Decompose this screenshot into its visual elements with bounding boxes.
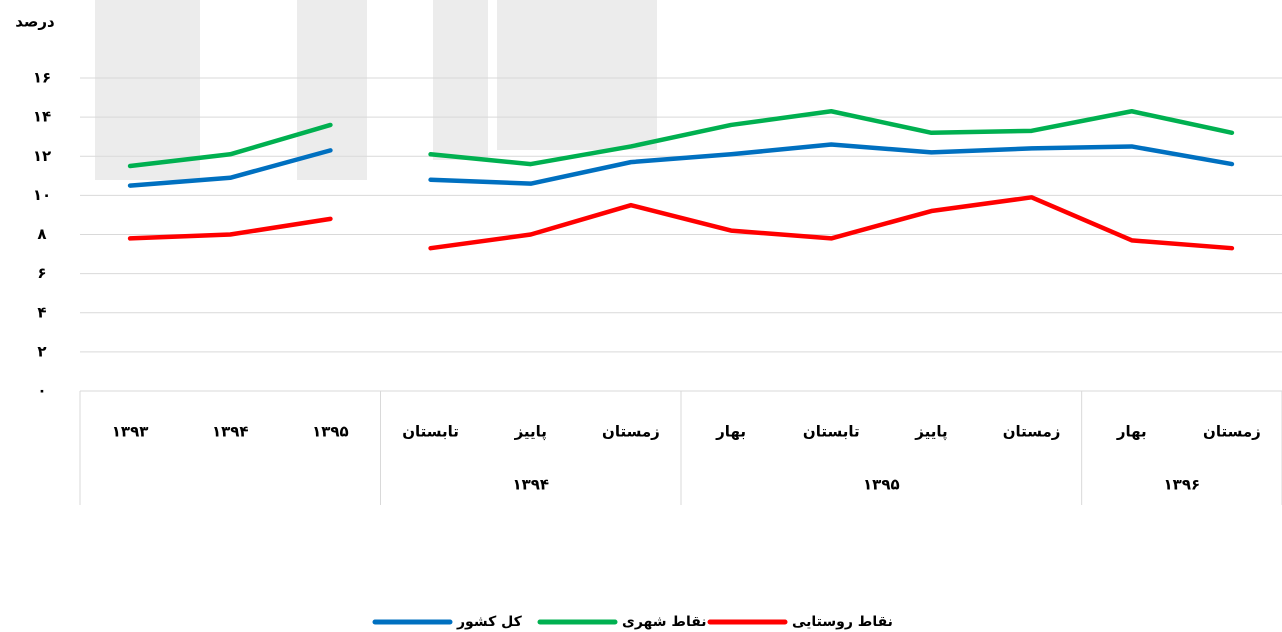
x-tick-label: زمستان bbox=[1003, 423, 1061, 441]
group-label: ۱۳۹۵ bbox=[863, 476, 900, 494]
series-line bbox=[127, 122, 333, 169]
series-line bbox=[127, 148, 333, 188]
x-tick-label: ۱۳۹۵ bbox=[312, 423, 349, 441]
y-tick-label: ۴ bbox=[37, 303, 46, 321]
legend-label: نقاط روستایی bbox=[792, 614, 893, 630]
y-tick-label: ۰ bbox=[37, 382, 46, 400]
y-tick-label: ۱۰ bbox=[33, 186, 51, 204]
y-tick-label: ۱۴ bbox=[33, 108, 51, 126]
y-tick-label: ۱۲ bbox=[33, 147, 51, 165]
x-tick-label: ۱۳۹۴ bbox=[212, 423, 249, 441]
y-tick-label: ۲ bbox=[37, 342, 46, 360]
x-tick-label: پاییز bbox=[514, 423, 547, 442]
x-tick-label: بهار bbox=[1116, 423, 1147, 441]
legend-label: کل کشور bbox=[456, 614, 523, 630]
x-tick-label: ۱۳۹۳ bbox=[112, 423, 149, 441]
series-line bbox=[428, 109, 1235, 167]
x-tick-label: زمستان bbox=[1203, 423, 1261, 441]
group-label: ۱۳۹۶ bbox=[1164, 476, 1201, 494]
x-tick-label: تابستان bbox=[402, 423, 459, 441]
series-line bbox=[428, 142, 1235, 186]
x-tick-label: بهار bbox=[715, 423, 746, 441]
series-line bbox=[428, 195, 1235, 251]
y-tick-label: ۱۶ bbox=[33, 69, 51, 87]
series-line bbox=[127, 216, 333, 241]
group-label: ۱۳۹۴ bbox=[512, 476, 549, 494]
y-tick-label: ۸ bbox=[37, 225, 46, 243]
x-tick-label: تابستان bbox=[803, 423, 860, 441]
legend-label: نقاط شهری bbox=[622, 614, 707, 630]
y-axis-label: درصد bbox=[15, 13, 55, 31]
watermark bbox=[95, 0, 657, 180]
y-tick-label: ۶ bbox=[37, 264, 46, 282]
x-tick-label: پاییز bbox=[914, 423, 947, 442]
x-tick-label: زمستان bbox=[602, 423, 660, 441]
